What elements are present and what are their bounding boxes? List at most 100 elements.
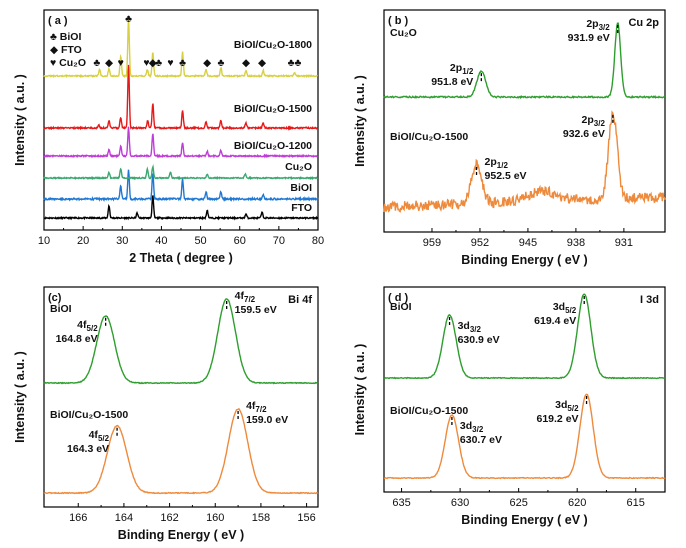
- x-tick-label: 931: [615, 237, 633, 249]
- peak-orbital-label: 4f7/2: [235, 290, 256, 304]
- xps-curve: [43, 408, 319, 495]
- phase-marker: ♣: [179, 57, 186, 69]
- x-axis-label: Binding Energy ( eV ): [461, 253, 587, 267]
- peak-orbital-label: 2p3/2: [586, 18, 610, 32]
- series-label: BiOI/Cu₂O-1500: [390, 131, 468, 143]
- peak-orbital-label: 2p1/2: [450, 62, 474, 76]
- legend-entry: ♣ BiOI: [50, 31, 81, 43]
- xps-curve: [383, 293, 666, 380]
- x-tick-label: 158: [252, 512, 270, 524]
- plot-frame: [383, 286, 666, 493]
- peak-energy-label: 159.0 eV: [246, 414, 288, 426]
- series-label: BiOI/Cu₂O-1500: [50, 409, 128, 421]
- peak-orbital-label: 4f5/2: [77, 319, 98, 333]
- x-tick-label: 162: [160, 512, 178, 524]
- series-label: Cu₂O: [285, 161, 312, 173]
- x-tick-label: 938: [567, 237, 585, 249]
- xrd-curve: [43, 163, 319, 181]
- x-axis-label: Binding Energy ( eV ): [461, 513, 587, 527]
- phase-marker: ♣♣: [288, 57, 302, 69]
- x-tick-label: 50: [194, 235, 206, 247]
- xps-curve: [43, 298, 319, 385]
- panel-label: (c): [48, 292, 62, 304]
- x-axis-label: Binding Energy ( eV ): [118, 528, 244, 542]
- panel-label: ( b ): [388, 15, 408, 27]
- phase-marker: ♥: [143, 57, 149, 69]
- x-tick-label: 30: [116, 235, 128, 247]
- phase-marker: ♣: [155, 57, 162, 69]
- xps-curve: [383, 110, 666, 213]
- x-tick-label: 630: [451, 497, 469, 509]
- x-tick-label: 625: [509, 497, 527, 509]
- x-tick-label: 615: [627, 497, 645, 509]
- core-level-label: Cu 2p: [628, 17, 659, 29]
- peak-energy-label: 630.9 eV: [458, 334, 500, 346]
- x-tick-label: 164: [115, 512, 133, 524]
- peak-orbital-label: 3d5/2: [553, 301, 577, 315]
- x-tick-label: 60: [234, 235, 246, 247]
- phase-marker: ◆: [203, 57, 212, 69]
- peak-orbital-label: 4f7/2: [246, 400, 267, 414]
- series-label: Cu₂O: [390, 27, 417, 39]
- peak-energy-label: 630.7 eV: [460, 434, 502, 446]
- peak-orbital-label: 4f5/2: [89, 429, 110, 443]
- phase-marker: ♥: [118, 57, 124, 69]
- xps-curve: [383, 393, 666, 480]
- x-axis-label: 2 Theta ( degree ): [129, 251, 233, 265]
- xrd-curve: [43, 169, 319, 203]
- x-tick-label: 959: [423, 237, 441, 249]
- x-tick-label: 945: [519, 237, 537, 249]
- legend-entry: ◆ FTO: [50, 44, 82, 56]
- legend-entry: ♥ Cu₂O: [50, 57, 86, 69]
- core-level-label: Bi 4f: [288, 294, 312, 306]
- peak-orbital-label: 3d3/2: [460, 420, 484, 434]
- phase-marker: ◆: [258, 57, 267, 69]
- series-label: FTO: [291, 202, 312, 214]
- series-label: BiOI: [290, 182, 312, 194]
- x-tick-label: 635: [392, 497, 410, 509]
- xrd-curve: [43, 126, 319, 159]
- x-tick-label: 620: [568, 497, 586, 509]
- xps-curve: [383, 22, 666, 100]
- peak-energy-label: 619.4 eV: [534, 315, 576, 327]
- x-tick-label: 166: [69, 512, 87, 524]
- series-label: BiOI: [390, 301, 412, 313]
- x-tick-label: 160: [206, 512, 224, 524]
- x-tick-label: 10: [38, 235, 50, 247]
- series-label: BiOI: [50, 303, 72, 315]
- peak-energy-label: 952.5 eV: [485, 170, 527, 182]
- series-label: BiOI/Cu₂O-1200: [234, 140, 312, 152]
- core-level-label: I 3d: [640, 294, 659, 306]
- peak-orbital-label: 3d3/2: [458, 320, 482, 334]
- peak-energy-label: 159.5 eV: [235, 304, 277, 316]
- y-axis-label: Intensity ( a.u. ): [353, 344, 367, 436]
- series-label: BiOI/Cu₂O-1800: [234, 39, 312, 51]
- plot-frame: [43, 286, 319, 508]
- phase-marker: ♣: [93, 57, 100, 69]
- x-tick-label: 80: [312, 235, 324, 247]
- phase-marker: ♣: [125, 13, 132, 25]
- x-tick-label: 20: [77, 235, 89, 247]
- panel-label: ( a ): [48, 15, 68, 27]
- phase-marker: ◆: [242, 57, 251, 69]
- peak-energy-label: 619.2 eV: [537, 413, 579, 425]
- peak-energy-label: 164.8 eV: [56, 333, 98, 345]
- peak-energy-label: 951.8 eV: [431, 76, 473, 88]
- x-tick-label: 40: [155, 235, 167, 247]
- peak-orbital-label: 2p1/2: [485, 156, 509, 170]
- y-axis-label: Intensity ( a.u. ): [353, 75, 367, 167]
- y-axis-label: Intensity ( a.u. ): [13, 74, 27, 166]
- series-label: BiOI/Cu₂O-1500: [390, 405, 468, 417]
- x-tick-label: 952: [471, 237, 489, 249]
- phase-marker: ♥: [167, 57, 173, 69]
- peak-energy-label: 932.6 eV: [563, 128, 605, 140]
- xrd-curve: [43, 64, 319, 131]
- phase-marker: ◆: [149, 57, 158, 69]
- x-tick-label: 70: [273, 235, 285, 247]
- xrd-curve: [43, 195, 319, 221]
- plot-frame: [383, 9, 666, 233]
- peak-energy-label: 164.3 eV: [67, 443, 109, 455]
- panel-d: 635 630 625 620 615 Binding Energy ( eV ) Inte…: [353, 286, 666, 527]
- panel-c: 166 164 162 160 158 156 Binding Energy ( eV ) I…: [13, 286, 319, 542]
